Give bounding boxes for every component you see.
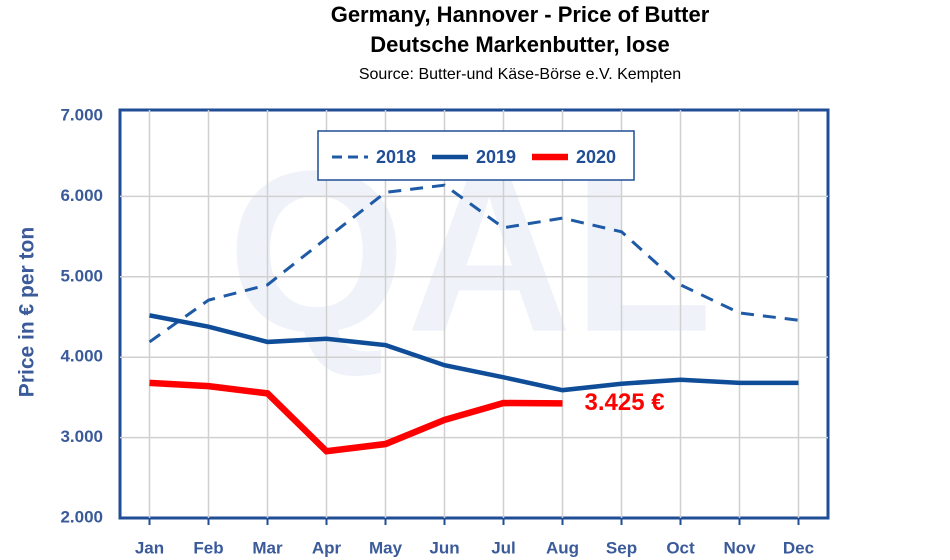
x-tick-label: Oct	[666, 538, 695, 557]
source: Source: Butter-und Käse-Börse e.V. Kempt…	[359, 66, 681, 83]
y-tick-label: 5.000	[60, 266, 103, 285]
y-tick-label: 6.000	[60, 186, 103, 205]
chart-subtitle: Deutsche Markenbutter, lose	[370, 32, 670, 57]
y-tick-label: 2.000	[60, 507, 103, 526]
legend-label: 2018	[376, 147, 416, 167]
x-tick-label: Jan	[135, 538, 164, 557]
plot-area	[118, 108, 830, 520]
x-tick-label: May	[369, 538, 403, 557]
legend-label: 2019	[476, 147, 516, 167]
line-2019	[149, 313, 799, 393]
chart-title: Germany, Hannover - Price of Butter	[331, 2, 710, 27]
y-tick-label: 4.000	[60, 347, 103, 366]
y-tick-label: 3.000	[60, 427, 103, 446]
x-tick-label: Apr	[312, 538, 342, 557]
legend-label: 2020	[576, 147, 616, 167]
value-label: 3.425 €	[585, 389, 665, 416]
x-tick-label: Dec	[783, 538, 814, 557]
x-tick-label: Sep	[606, 538, 637, 557]
x-tick-label: Mar	[252, 538, 283, 557]
x-tick-label: Aug	[546, 538, 579, 557]
legend	[317, 130, 635, 181]
x-tick-label: Feb	[193, 538, 223, 557]
x-tick-label: Jun	[429, 538, 459, 557]
line-2020	[149, 379, 563, 455]
x-tick-label: Nov	[723, 538, 756, 557]
y-axis-label: Price in € per ton	[16, 227, 39, 397]
y-tick-label: 7.000	[60, 105, 103, 124]
x-tick-label: Jul	[491, 538, 516, 557]
line-2018	[148, 183, 799, 344]
